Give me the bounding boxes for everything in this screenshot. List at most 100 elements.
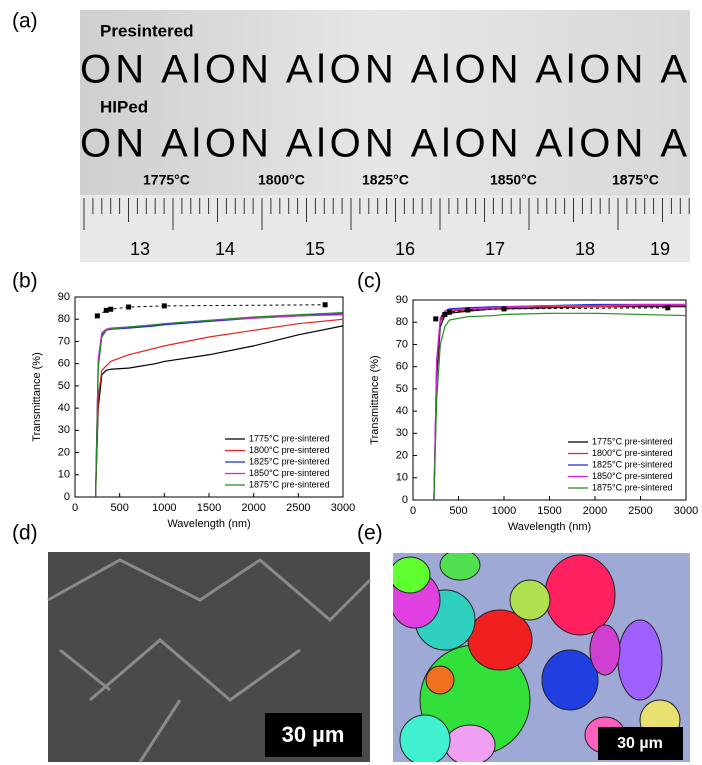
y-tick-label: 40	[58, 402, 70, 414]
panel-label: (a)	[12, 10, 38, 33]
sample-text: ON AlON AlON AlON AlON Al	[80, 122, 700, 166]
scale-box	[598, 727, 683, 760]
x-axis-label: Wavelength (nm)	[167, 518, 250, 530]
reference-point	[433, 316, 439, 322]
reference-point	[126, 304, 132, 310]
y-tick-label: 30	[58, 424, 70, 436]
x-axis-label: Wavelength (nm)	[508, 521, 591, 533]
photo-label: Presintered	[100, 21, 194, 40]
y-tick-label: 60	[58, 358, 70, 370]
legend-label: 1825°C pre-sintered	[249, 456, 330, 466]
x-tick-label: 2000	[241, 502, 265, 514]
x-tick-label: 1000	[152, 502, 176, 514]
ruler-number: 19	[650, 239, 670, 259]
x-tick-label: 0	[72, 502, 78, 514]
legend-label: 1775°C pre-sintered	[592, 436, 673, 446]
y-tick-label: 90	[396, 294, 408, 306]
legend-label: 1875°C pre-sintered	[592, 482, 673, 492]
legend-label: 1800°C pre-sintered	[249, 445, 330, 455]
ruler-number: 13	[130, 239, 150, 259]
y-tick-label: 10	[396, 472, 408, 484]
x-tick-label: 500	[449, 505, 467, 517]
x-tick-label: 1500	[197, 502, 221, 514]
temperature-label: 1875°C	[612, 172, 659, 188]
y-tick-label: 0	[64, 491, 70, 503]
grain	[399, 714, 451, 762]
grain	[617, 619, 663, 701]
grain	[425, 665, 455, 695]
reference-point	[465, 307, 471, 313]
series-line	[433, 303, 686, 501]
temperature-label: 1850°C	[490, 172, 537, 188]
reference-point	[665, 305, 671, 311]
reference-point	[501, 306, 507, 312]
temperature-labels: 1775°C 1800°C 1825°C 1850°C 1875°C	[143, 172, 659, 188]
reference-point	[442, 311, 448, 317]
ruler	[80, 195, 690, 262]
grain	[589, 624, 621, 676]
grain	[544, 554, 616, 636]
ruler-number: 14	[215, 239, 235, 259]
series-line	[433, 312, 687, 501]
grain	[393, 556, 431, 594]
ruler-number: 15	[305, 239, 325, 259]
x-tick-label: 3000	[331, 502, 355, 514]
y-tick-label: 40	[396, 405, 408, 417]
legend-label: 1850°C pre-sintered	[249, 468, 330, 478]
temperature-label: 1825°C	[362, 172, 409, 188]
reference-line	[97, 304, 326, 317]
ruler-number: 17	[485, 239, 505, 259]
ruler-number: 18	[575, 239, 595, 259]
series-line	[94, 311, 344, 498]
legend-label: 1875°C pre-sintered	[249, 479, 330, 489]
reference-point	[103, 307, 109, 313]
y-tick-label: 20	[396, 449, 408, 461]
photo: Presintered HIPed ON AlON AlON AlON AlON…	[80, 10, 700, 262]
y-tick-label: 80	[396, 316, 408, 328]
y-tick-label: 90	[58, 291, 70, 303]
x-tick-label: 500	[110, 502, 128, 514]
x-tick-label: 1500	[537, 505, 561, 517]
x-tick-label: 0	[410, 505, 416, 517]
ruler-number: 16	[395, 239, 415, 259]
reference-point	[94, 313, 100, 319]
y-axis-label: Transmittance (%)	[31, 352, 43, 441]
scale-box	[265, 713, 362, 757]
reference-point	[446, 309, 452, 315]
y-tick-label: 10	[58, 469, 70, 481]
scale-label: 30 µm	[617, 735, 663, 752]
y-tick-label: 70	[58, 335, 70, 347]
legend-label: 1800°C pre-sintered	[592, 448, 673, 458]
y-tick-label: 20	[58, 446, 70, 458]
x-tick-label: 1000	[492, 505, 516, 517]
y-tick-label: 0	[402, 494, 408, 506]
ruler-numbers: 13 14 15 16 17 18 19	[130, 239, 670, 259]
panel-label: (d)	[12, 522, 38, 545]
y-tick-label: 60	[396, 361, 408, 373]
y-tick-label: 50	[58, 380, 70, 392]
y-tick-label: 80	[58, 313, 70, 325]
panel-label: (e)	[357, 522, 383, 545]
panel-label: (c)	[357, 270, 382, 293]
series-line	[94, 318, 344, 498]
grain	[509, 579, 551, 621]
y-tick-label: 70	[396, 338, 408, 350]
grain	[439, 553, 481, 581]
x-tick-label: 2000	[583, 505, 607, 517]
panel-label: (b)	[12, 270, 38, 293]
sample-text: ON AlON AlON AlON AlON Al	[80, 48, 700, 92]
grains	[393, 553, 681, 762]
legend-label: 1775°C pre-sintered	[249, 433, 330, 443]
series-line	[94, 325, 344, 498]
legend-label: 1850°C pre-sintered	[592, 471, 673, 481]
y-tick-label: 30	[396, 427, 408, 439]
x-tick-label: 2500	[628, 505, 652, 517]
ruler-ticks	[83, 198, 690, 230]
x-tick-label: 3000	[674, 505, 698, 517]
temperature-label: 1775°C	[143, 172, 190, 188]
y-axis-label: Transmittance (%)	[369, 355, 381, 444]
temperature-label: 1800°C	[258, 172, 305, 188]
grain	[541, 649, 599, 711]
reference-point	[322, 302, 328, 308]
